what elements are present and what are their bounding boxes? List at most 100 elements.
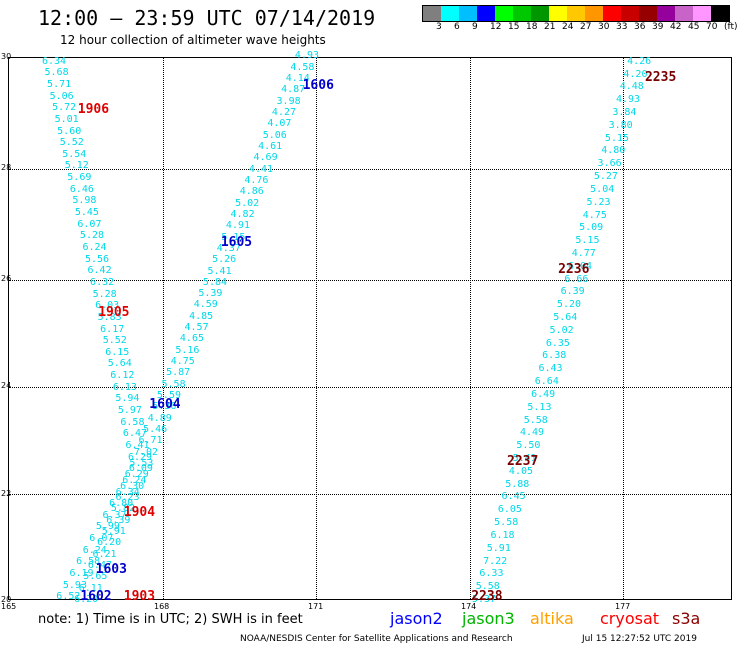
swh-value: 4.77 [571, 247, 596, 259]
swh-value: 5.58 [523, 414, 548, 426]
swh-value: 5.04 [590, 183, 615, 195]
colorbar-swatch [639, 6, 657, 21]
swh-value: 6.39 [106, 514, 131, 526]
satellite-legend-cryosat: cryosat [600, 609, 660, 628]
swh-value: 6.52 [56, 591, 81, 603]
gridline-lat-22 [9, 494, 731, 495]
swh-value: 5.53 [129, 458, 154, 470]
colorbar-label: 39 [652, 22, 664, 32]
swh-value: 6.64 [534, 376, 559, 388]
swh-value: 5.64 [553, 312, 578, 324]
swh-value: 6.43 [538, 363, 563, 375]
pass-label: 1903 [123, 589, 156, 605]
swh-value: 5.37 [472, 594, 497, 605]
footer-credit: NOAA/NESDIS Center for Satellite Applica… [240, 634, 513, 644]
swh-value: 5.50 [516, 440, 541, 452]
swh-value: 6.23 [115, 492, 140, 504]
swh-value: 5.26 [212, 254, 237, 266]
swh-value: 5.01 [54, 113, 79, 125]
pass-label: 1604 [149, 397, 181, 413]
gridline-lat-26 [9, 280, 731, 281]
swh-value: 6.37 [102, 509, 127, 521]
swh-value: 5.52 [59, 137, 84, 149]
gridline-lon-177 [623, 58, 624, 599]
lon-label-177: 177 [615, 602, 631, 611]
swh-value: 6.20 [97, 537, 122, 549]
swh-value: 5.09 [579, 222, 604, 234]
swh-value: 4.76 [244, 174, 269, 186]
swh-value: 4.58 [290, 61, 315, 73]
swh-value: 5.91 [486, 542, 511, 554]
swh-value: 4.59 [193, 299, 218, 311]
swh-value: 6.45 [501, 491, 526, 503]
swh-value: 6.41 [125, 439, 150, 451]
swh-value: 6.58 [76, 556, 101, 568]
lon-label-165: 165 [1, 602, 17, 611]
swh-value: 4.91 [225, 220, 251, 232]
swh-value: 5.23 [586, 196, 611, 208]
swh-value: 4.26 [627, 55, 652, 67]
swh-value: 6.80 [109, 498, 134, 510]
colorbar-label: 15 [508, 22, 520, 32]
swh-value: 4.14 [285, 72, 310, 84]
colorbar-swatch [693, 6, 711, 21]
footer-note: note: 1) Time is in UTC; 2) SWH is in fe… [38, 612, 303, 627]
gridline-lon-171 [316, 58, 317, 599]
swh-value: 4.05 [508, 465, 534, 477]
swh-value: 6.04 [568, 260, 593, 272]
swh-value: 4.65 [179, 333, 204, 345]
colorbar-swatch [585, 6, 603, 21]
swh-value: 5.02 [549, 324, 574, 336]
swh-value: 5.46 [143, 424, 168, 436]
colorbar-label: 33 [616, 22, 628, 32]
swh-value: 6.49 [531, 388, 556, 400]
gridline-lon-174 [470, 58, 471, 599]
colorbar-swatch [621, 6, 639, 21]
colorbar-swatch [603, 6, 621, 21]
swh-value: 5.16 [175, 344, 200, 356]
colorbar-label: 24 [562, 22, 574, 32]
colorbar-label: 45 [688, 22, 700, 32]
swh-value: 6.09 [128, 463, 153, 475]
swh-value: 5.93 [62, 579, 87, 591]
swh-value: 6.35 [545, 337, 570, 349]
lat-label-22: 22 [1, 489, 12, 498]
colorbar-swatch [477, 6, 495, 21]
swh-value: 5.27 [593, 171, 618, 183]
colorbar-label: 9 [472, 22, 478, 32]
pass-label: 1605 [220, 234, 253, 250]
colorbar-swatch [549, 6, 567, 21]
swh-value: 5.39 [198, 288, 223, 300]
swh-value: 4.89 [147, 412, 172, 424]
swh-value: 4.87 [281, 84, 306, 96]
colorbar-label: 27 [580, 22, 592, 32]
swh-value: 5.02 [235, 197, 260, 209]
swh-value: 5.97 [117, 405, 142, 416]
swh-value: 5.20 [556, 299, 582, 311]
swh-value: 6.47 [87, 560, 112, 572]
colorbar-label: 30 [598, 22, 610, 32]
pass-label: 1905 [98, 305, 130, 321]
swh-value: 7.02 [133, 446, 158, 458]
swh-value: 5.28 [79, 230, 105, 242]
gridline-lat-28 [9, 169, 731, 170]
swh-value: 5.94 [115, 393, 140, 405]
swh-value: 4.41 [248, 163, 274, 175]
swh-value: 6.46 [69, 183, 94, 195]
swh-value: 6.39 [560, 286, 585, 298]
swh-value: 6.29 [127, 451, 153, 463]
swh-value: 4.20 [623, 68, 648, 80]
swh-value: 5.15 [575, 235, 600, 247]
swh-value: 4.93 [294, 50, 320, 62]
colorbar-swatch [675, 6, 693, 21]
swh-value: 4.85 [189, 310, 214, 322]
satellite-legend-jason2: jason2 [390, 609, 443, 628]
colorbar-label: 12 [490, 22, 502, 32]
pass-label: 2237 [507, 454, 539, 470]
swh-value: 3.66 [597, 158, 622, 170]
swh-value: 6.71 [138, 435, 163, 447]
swh-value: 5.83 [97, 311, 122, 323]
lat-label-26: 26 [1, 274, 12, 283]
swh-value: 6.13 [112, 381, 137, 393]
